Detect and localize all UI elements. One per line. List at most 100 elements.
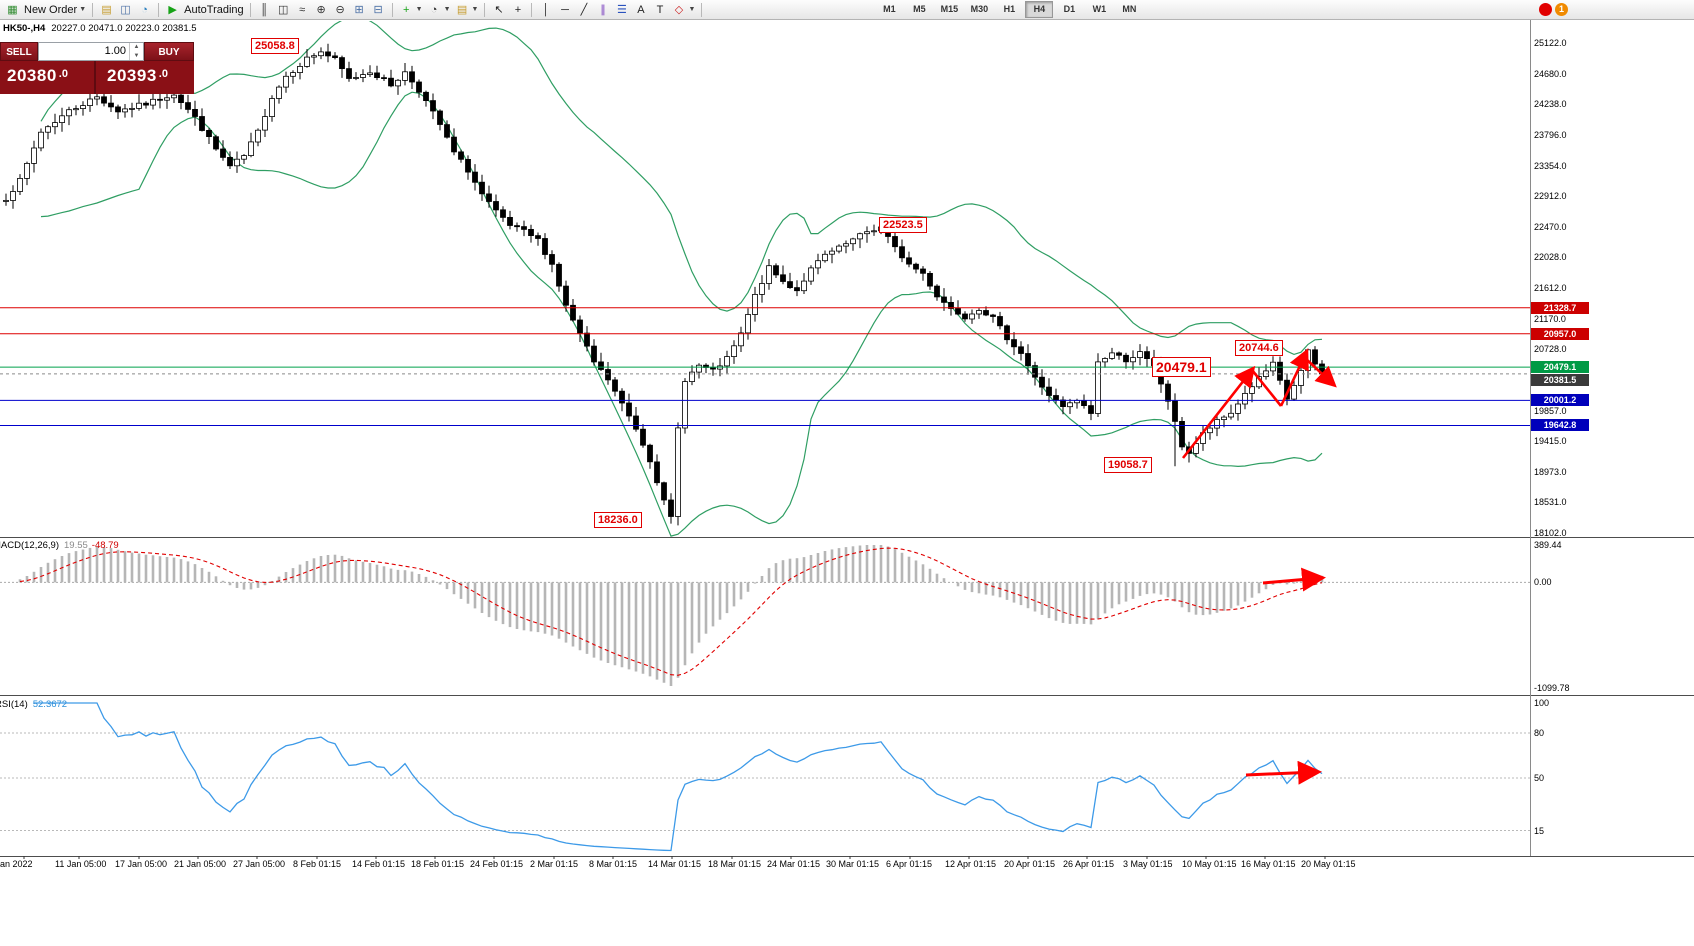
sell-button[interactable]: SELL xyxy=(0,42,38,61)
red-trend-arrow[interactable] xyxy=(1279,348,1309,407)
candle-body xyxy=(752,293,758,315)
price-annotation[interactable]: 18236.0 xyxy=(594,512,642,528)
volume-value[interactable]: 1.00 xyxy=(104,45,126,57)
price-annotation[interactable]: 22523.5 xyxy=(879,217,927,233)
candle-body xyxy=(45,126,51,133)
text-icon[interactable]: A xyxy=(637,3,645,16)
autotrading-label[interactable]: AutoTrading xyxy=(184,3,244,16)
price-annotation[interactable]: 20744.6 xyxy=(1235,340,1283,356)
candle-body xyxy=(24,162,30,179)
price-annotation[interactable]: 25058.8 xyxy=(251,38,299,54)
candle-body xyxy=(234,158,240,167)
sell-price[interactable]: 20380.0 xyxy=(0,61,94,94)
dropdown-caret-icon[interactable]: ▼ xyxy=(443,6,451,13)
timeframe-button-w1[interactable]: W1 xyxy=(1092,4,1107,14)
indicators-icon[interactable]: + xyxy=(402,3,410,16)
price-annotation[interactable]: 19058.7 xyxy=(1104,457,1152,473)
rsi-axis-label: 100 xyxy=(1534,698,1550,708)
market-watch-icon[interactable]: ◔ xyxy=(141,3,148,16)
trendline-icon[interactable]: ╱ xyxy=(580,3,588,16)
periods-icon[interactable]: ◔ xyxy=(430,3,438,16)
price-annotation[interactable]: 20479.1 xyxy=(1152,357,1211,377)
price-axis-label: 19415.0 xyxy=(1534,436,1567,447)
dropdown-caret-icon[interactable]: ▼ xyxy=(471,6,479,13)
red-trend-arrow[interactable] xyxy=(1250,369,1283,407)
trend-arrows[interactable] xyxy=(1181,348,1337,785)
red-trend-arrow[interactable] xyxy=(1262,567,1326,592)
candle-body xyxy=(1088,405,1094,414)
chart-symbol-info: HK50-,H4 20227.0 20471.0 20223.0 20381.5 xyxy=(3,23,197,34)
candle-body xyxy=(955,308,961,315)
candle-body xyxy=(164,97,170,101)
time-axis-label: 21 Jan 05:00 xyxy=(174,859,227,869)
spinner-down-icon[interactable]: ▼ xyxy=(133,52,140,59)
timeframe-button-h1[interactable]: H1 xyxy=(1003,4,1016,14)
zoom-in-icon[interactable]: ⊕ xyxy=(316,3,326,16)
vertical-line-icon[interactable]: │ xyxy=(542,3,550,16)
line-chart-icon[interactable]: ≈ xyxy=(299,3,306,16)
price-tag[interactable]: 19642.8 xyxy=(1531,419,1589,432)
zoom-out-icon[interactable]: ⊖ xyxy=(335,3,345,16)
timeframe-button-m30[interactable]: M30 xyxy=(970,4,989,14)
rsi-panel[interactable] xyxy=(0,702,1530,852)
spinner-up-icon[interactable]: ▲ xyxy=(133,44,140,50)
horizontal-line-icon[interactable]: ─ xyxy=(561,3,569,16)
notification-count-badge[interactable]: 1 xyxy=(1555,3,1568,16)
red-trend-arrow[interactable] xyxy=(1181,365,1256,459)
candle-body xyxy=(1221,416,1227,421)
sell-price-decimal: .0 xyxy=(58,68,68,80)
new-order-label[interactable]: New Order xyxy=(24,3,78,16)
candle-body xyxy=(619,390,625,404)
price-tag[interactable]: 20001.2 xyxy=(1531,394,1589,407)
buy-price-main: 20393 xyxy=(107,66,157,85)
dropdown-caret-icon[interactable]: ▼ xyxy=(415,6,423,13)
price-tag[interactable]: 20381.5 xyxy=(1531,374,1589,387)
buy-price[interactable]: 20393.0 xyxy=(94,61,194,94)
autotrading-play-icon[interactable]: ▶ xyxy=(168,3,177,16)
candle-body xyxy=(444,124,450,138)
candle-body xyxy=(899,246,905,259)
timeframe-button-m1[interactable]: M1 xyxy=(883,4,896,14)
cursor-icon[interactable]: ↖ xyxy=(494,3,504,16)
price-axis-label: 25122.0 xyxy=(1534,38,1567,48)
fibonacci-icon[interactable]: ☰ xyxy=(617,3,627,16)
bar-chart-icon[interactable]: ║ xyxy=(260,3,269,16)
candle-body xyxy=(1144,351,1150,360)
price-axis-label: 23354.0 xyxy=(1534,160,1567,171)
crosshair-icon[interactable]: + xyxy=(514,3,522,16)
chart-window-icon[interactable]: ▤ xyxy=(101,3,112,16)
candle-body xyxy=(304,56,310,67)
macd-panel[interactable] xyxy=(0,545,1530,686)
text-label-icon[interactable]: T xyxy=(656,3,664,16)
volume-field[interactable]: 1.00 ▲ ▼ xyxy=(38,42,144,61)
new-order-icon[interactable]: ▦ xyxy=(7,3,18,16)
timeframe-button-h4[interactable]: H4 xyxy=(1025,1,1054,18)
candle-body xyxy=(206,129,212,137)
volume-spinner[interactable]: ▲ ▼ xyxy=(129,43,143,60)
red-trend-arrow[interactable] xyxy=(1245,760,1322,785)
data-window-icon[interactable]: ◫ xyxy=(120,3,131,16)
dropdown-caret-icon[interactable]: ▼ xyxy=(79,6,87,13)
timeframe-button-mn[interactable]: MN xyxy=(1122,4,1137,14)
candle-body xyxy=(1214,419,1220,429)
price-tag[interactable]: 21328.7 xyxy=(1531,301,1589,314)
red-trend-arrow[interactable] xyxy=(1304,357,1337,388)
channel-icon[interactable]: ∥ xyxy=(600,3,606,16)
price-tag[interactable]: 20479.1 xyxy=(1531,361,1589,374)
candle-body xyxy=(353,77,359,79)
price-tag[interactable]: 20957.0 xyxy=(1531,327,1589,340)
arrows-tool-icon[interactable]: ◇ xyxy=(674,3,684,16)
record-icon[interactable] xyxy=(1539,3,1552,16)
buy-button[interactable]: BUY xyxy=(144,42,194,61)
candle-body xyxy=(815,260,821,269)
timeframe-button-m15[interactable]: M15 xyxy=(940,4,959,14)
timeframe-button-m5[interactable]: M5 xyxy=(913,4,926,14)
timeframe-button-d1[interactable]: D1 xyxy=(1063,4,1076,14)
cascade-windows-icon[interactable]: ⊟ xyxy=(373,3,383,16)
dropdown-caret-icon[interactable]: ▼ xyxy=(688,6,696,13)
templates-icon[interactable]: ▤ xyxy=(456,3,468,16)
tile-windows-icon[interactable]: ⊞ xyxy=(354,3,364,16)
candle-body xyxy=(710,367,716,370)
candlestick-chart-icon[interactable]: ◫ xyxy=(277,3,289,16)
